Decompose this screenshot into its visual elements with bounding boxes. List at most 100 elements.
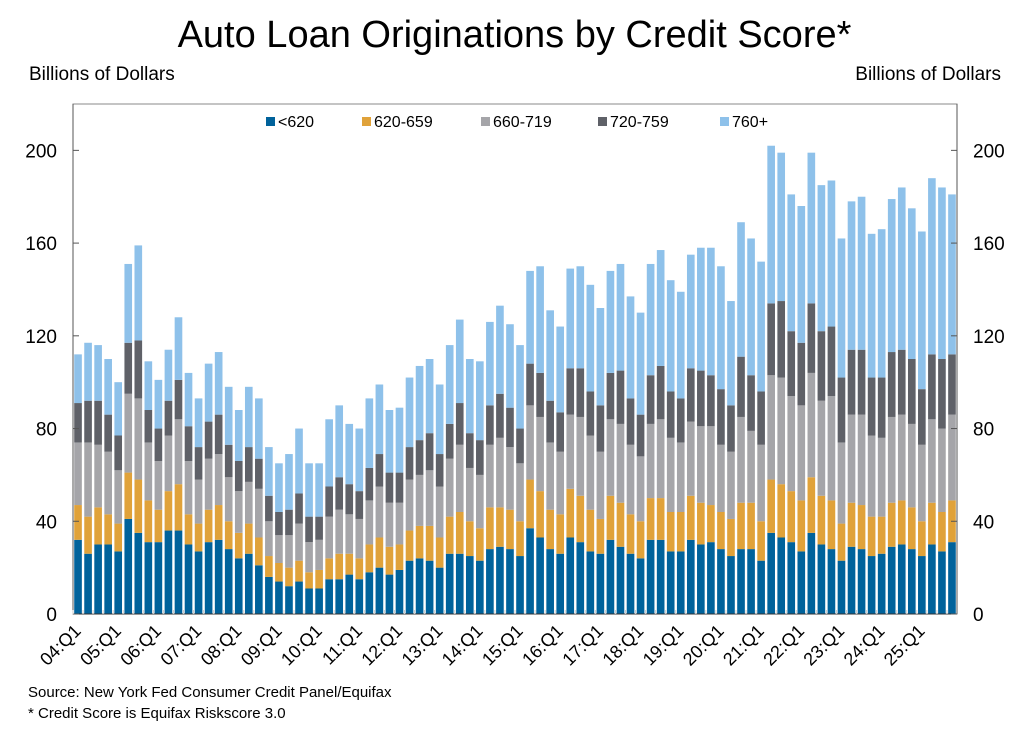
source-note: Source: New York Fed Consumer Credit Pan… (28, 684, 392, 701)
bar-segment-2 (455, 444, 464, 512)
bar-segment-4 (154, 379, 163, 429)
bar-segment-2 (335, 509, 344, 554)
bar-segment-2 (375, 486, 384, 538)
legend-label: 720-759 (610, 114, 669, 131)
bar-segment-3 (787, 331, 796, 397)
bar-segment-1 (626, 514, 635, 554)
bar-segment-4 (646, 263, 655, 376)
bar-segment-2 (686, 421, 695, 496)
bar-segment-1 (556, 514, 565, 554)
bar-segment-2 (285, 535, 293, 568)
bar-segment-4 (656, 250, 665, 366)
bar-segment-3 (847, 349, 856, 415)
bar-segment-3 (204, 421, 213, 459)
bar-segment-4 (907, 208, 916, 359)
bar-segment-3 (697, 370, 705, 427)
bar-segment-3 (214, 414, 223, 455)
bar-segment-2 (566, 414, 575, 489)
bar-segment-4 (365, 398, 374, 468)
bar-segment-0 (686, 539, 695, 614)
y-tick-label-left: 0 (46, 605, 57, 626)
bar-segment-1 (827, 500, 836, 550)
bar-segment-1 (365, 544, 374, 573)
bar-segment-0 (455, 553, 464, 614)
bar-segment-2 (275, 535, 283, 563)
bar-segment-3 (686, 368, 695, 422)
x-tick-label: 16:Q1 (518, 621, 567, 670)
bar-segment-2 (757, 444, 765, 522)
x-tick-label: 21:Q1 (719, 621, 768, 670)
bar-segment-1 (526, 479, 534, 529)
bar-segment-3 (928, 354, 936, 420)
bar-segment-0 (345, 574, 354, 614)
bar-segment-0 (154, 542, 163, 614)
bar-segment-0 (275, 581, 283, 614)
bar-segment-0 (94, 544, 102, 614)
bar-segment-2 (315, 539, 323, 570)
bar-segment-4 (516, 345, 524, 429)
bar-segment-4 (94, 345, 102, 401)
bar-segment-1 (506, 509, 514, 550)
bar-segment-1 (476, 528, 484, 561)
legend-label: 760+ (732, 114, 768, 131)
bar-segment-4 (194, 398, 203, 448)
bar-segment-3 (506, 407, 514, 448)
bar-segment-3 (194, 447, 203, 480)
legend-swatch (481, 117, 490, 126)
bar-segment-1 (907, 507, 916, 550)
bar-segment-4 (837, 238, 846, 378)
bar-segment-0 (194, 551, 203, 614)
bar-segment-4 (817, 185, 826, 332)
bar-segment-4 (325, 419, 333, 487)
bar-segment-4 (847, 201, 856, 350)
bar-segment-4 (134, 245, 143, 341)
bar-segment-0 (676, 551, 685, 614)
bar-segment-4 (496, 305, 504, 394)
x-tick-label: 18:Q1 (599, 621, 648, 670)
bar-segment-1 (757, 521, 765, 561)
bar-segment-0 (405, 560, 414, 614)
bar-segment-2 (827, 396, 836, 501)
bar-segment-3 (476, 440, 484, 475)
y-axis-label-left: Billions of Dollars (29, 64, 175, 85)
chart-title: Auto Loan Originations by Credit Score* (177, 14, 852, 56)
bar-segment-4 (465, 359, 474, 434)
bar-segment-0 (144, 542, 153, 614)
bar-segment-1 (265, 556, 273, 577)
bar-segment-3 (707, 375, 715, 427)
bar-segment-2 (817, 400, 826, 496)
bar-segment-0 (727, 556, 735, 614)
bar-segment-3 (445, 423, 454, 459)
bar-segment-2 (948, 414, 956, 501)
bar-segment-0 (84, 553, 92, 614)
bar-segment-2 (435, 486, 444, 538)
bar-segment-0 (717, 549, 725, 614)
bar-segment-3 (295, 493, 303, 524)
bar-segment-1 (425, 525, 434, 561)
bar-segment-4 (596, 308, 605, 406)
y-tick-label-right: 0 (973, 605, 984, 626)
bar-segment-4 (707, 247, 715, 376)
bar-segment-3 (666, 391, 675, 438)
bar-segment-0 (244, 553, 253, 614)
bar-segment-4 (114, 382, 123, 436)
bar-segment-1 (385, 546, 394, 575)
bar-segment-4 (415, 365, 424, 441)
x-tick-label: 10:Q1 (277, 621, 326, 670)
y-tick-label-right: 80 (973, 420, 994, 441)
y-axis-label-right: Billions of Dollars (855, 64, 1001, 85)
bar-segment-0 (807, 532, 816, 614)
bar-segment-1 (295, 560, 303, 582)
bar-segment-1 (606, 495, 615, 540)
bar-segment-3 (174, 379, 183, 420)
bar-segment-1 (666, 512, 675, 552)
bar-segment-3 (94, 400, 102, 445)
x-tick-label: 23:Q1 (799, 621, 848, 670)
bar-segment-2 (887, 416, 896, 503)
bar-segment-1 (84, 516, 92, 554)
bar-segment-2 (526, 405, 534, 480)
bar-segment-0 (656, 539, 665, 614)
bar-segment-2 (747, 430, 755, 503)
bar-segment-4 (476, 361, 484, 441)
